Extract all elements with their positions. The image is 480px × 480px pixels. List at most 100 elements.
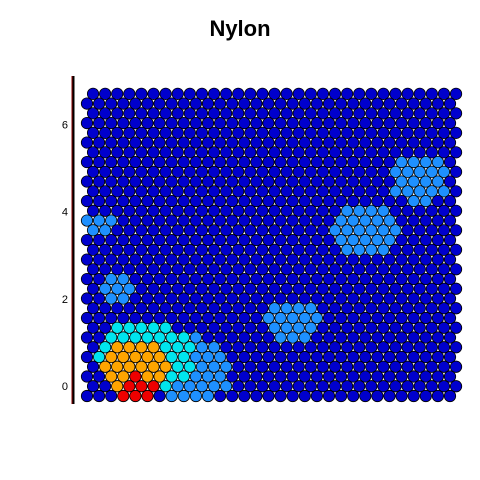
hex-cell [268, 185, 281, 198]
hex-cell [226, 136, 239, 149]
hex-cell [280, 204, 293, 217]
hex-cell [183, 380, 196, 393]
hex-cell [401, 107, 414, 120]
hex-cell [141, 370, 154, 383]
hex-cell [183, 185, 196, 198]
hex-cell [449, 126, 463, 139]
hex-cell [262, 292, 275, 305]
hex-cell [135, 224, 148, 237]
hex-cell [262, 389, 275, 403]
hex-cell [341, 224, 354, 237]
hex-cell [316, 243, 330, 256]
hex-cell [425, 165, 438, 178]
y-tick-label: 6 [62, 119, 68, 131]
hex-cell [413, 165, 426, 178]
hex-cell [413, 87, 426, 100]
hex-cell [165, 253, 178, 266]
hex-cell [195, 87, 209, 100]
y-axis-ticks: 0 2 4 6 [62, 119, 68, 393]
hex-cell [347, 370, 360, 383]
hex-cell [129, 311, 142, 325]
hex-cell [159, 165, 172, 178]
hex-cell [280, 302, 293, 315]
hex-cell [389, 107, 402, 120]
hex-cell [298, 194, 311, 208]
hex-cell [316, 263, 330, 276]
hex-cell [183, 302, 196, 315]
hex-cell [80, 331, 94, 344]
hex-cell [431, 116, 444, 130]
hex-cell [365, 87, 378, 100]
hex-cell [123, 146, 136, 159]
hex-cell [232, 360, 245, 373]
hex-cell [153, 311, 166, 325]
hex-cell [365, 341, 378, 354]
hex-cell [250, 389, 263, 403]
hex-cell [99, 380, 112, 393]
hex-cell [117, 331, 130, 344]
hex-cell [449, 321, 463, 334]
hex-cell [395, 214, 408, 227]
hex-cell [322, 136, 336, 149]
hex-cell [105, 253, 118, 266]
hex-cell [123, 321, 136, 334]
hex-cell [183, 107, 196, 120]
hex-cell [347, 311, 360, 325]
hex-cell [377, 341, 390, 354]
hex-cell [226, 233, 239, 247]
hex-cell [177, 331, 190, 344]
hex-cell [328, 87, 342, 100]
hex-cell [341, 302, 354, 315]
hex-cell [111, 360, 124, 373]
hex-cell [274, 370, 287, 383]
hex-cell [298, 214, 311, 227]
hex-cell [214, 116, 227, 130]
hex-cell [359, 331, 372, 344]
hex-cell [401, 321, 414, 334]
hex-cell [322, 253, 336, 266]
hex-cell [268, 165, 281, 178]
hex-cell [171, 165, 184, 178]
hex-cell [147, 263, 160, 276]
hex-cell [189, 233, 202, 247]
hex-cell [86, 165, 100, 178]
hex-cell [286, 155, 299, 169]
hex-cell [341, 87, 354, 100]
hex-cell [353, 302, 366, 315]
hex-cell [322, 311, 336, 325]
hex-cell [413, 224, 426, 237]
hex-cell [238, 175, 251, 188]
hex-cell [419, 389, 432, 403]
hex-cell [147, 321, 160, 334]
hex-cell [214, 136, 227, 149]
hex-cell [86, 321, 100, 334]
hex-cell [310, 272, 323, 286]
hex-cell [214, 194, 227, 208]
hex-cell [328, 302, 342, 315]
hex-cell [298, 331, 311, 344]
hex-cell [347, 292, 360, 305]
hex-cell [304, 360, 317, 373]
hex-cell [262, 175, 275, 188]
hex-cell [401, 185, 414, 198]
hex-cell [256, 126, 269, 139]
hex-cell [105, 155, 118, 169]
hex-cell [280, 341, 293, 354]
hex-cell [316, 204, 330, 217]
hex-cell [280, 380, 293, 393]
hex-cell [443, 350, 457, 364]
hex-cell [425, 243, 438, 256]
hex-cell [86, 126, 100, 139]
hex-cell [449, 302, 463, 315]
hex-cell [407, 253, 420, 266]
hex-cell [443, 253, 457, 266]
hex-cell [141, 292, 154, 305]
hex-cell [419, 194, 432, 208]
hex-cell [141, 311, 154, 325]
hex-cell [135, 165, 148, 178]
hex-cell [316, 341, 330, 354]
hex-cell [165, 233, 178, 247]
hex-cell [401, 165, 414, 178]
hex-cell [195, 263, 209, 276]
hex-cell [117, 136, 130, 149]
